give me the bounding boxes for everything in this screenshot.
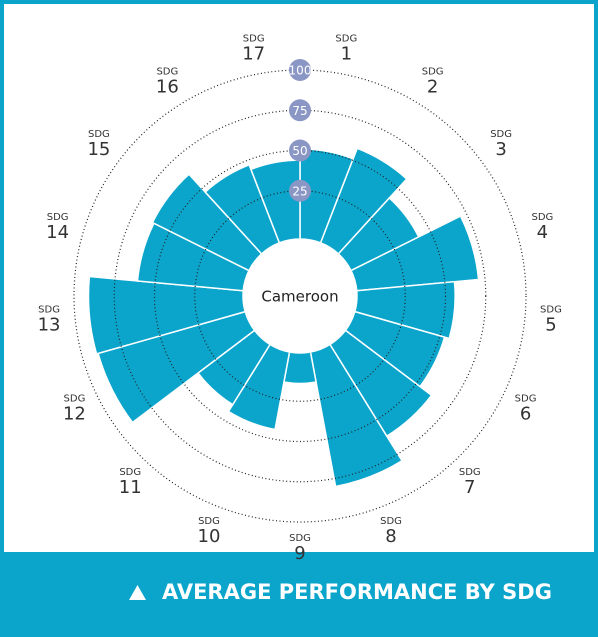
category-prefix: SDG	[335, 33, 357, 44]
category-number: 6	[520, 403, 531, 424]
category-number: 15	[87, 139, 110, 160]
footer-banner	[0, 552, 598, 637]
y-tick-label: 100	[289, 64, 312, 78]
category-number: 10	[198, 526, 221, 547]
category-number: 14	[46, 222, 69, 243]
category-number: 4	[537, 222, 548, 243]
grid-ring	[194, 190, 406, 402]
y-tick-label: 50	[292, 144, 307, 158]
rings: 25 50 75 100	[73, 59, 527, 523]
category-prefix: SDG	[64, 393, 86, 404]
category-prefix: SDG	[88, 129, 110, 140]
bars	[87, 147, 480, 488]
center-label: Cameroon	[261, 288, 338, 306]
category-prefix: SDG	[422, 67, 444, 78]
category-prefix: SDG	[531, 212, 553, 223]
category-prefix: SDG	[38, 304, 60, 315]
category-number: 13	[38, 314, 61, 335]
category-prefix: SDG	[540, 304, 562, 315]
category-number: 2	[427, 77, 438, 98]
category-number: 16	[156, 77, 179, 98]
tick-badge	[289, 179, 311, 202]
category-prefix: SDG	[380, 516, 402, 527]
category-prefix: SDG	[47, 212, 69, 223]
category-number: 7	[464, 477, 475, 498]
tick-badge	[289, 59, 311, 81]
category-prefix: SDG	[459, 467, 481, 478]
category-number: 12	[63, 403, 86, 424]
grid-ring	[113, 109, 487, 483]
footer-title: AVERAGE PERFORMANCE BY SDG	[162, 580, 552, 604]
y-tick-label: 25	[292, 184, 307, 198]
grid-ring	[153, 149, 447, 443]
center-circle	[243, 239, 357, 353]
category-prefix: SDG	[243, 33, 265, 44]
labels: SDG1SDG2SDG3SDG4SDG5SDG6SDG7SDG8SDG9SDG1…	[38, 33, 562, 564]
category-number: 5	[545, 314, 556, 335]
y-tick-label: 75	[292, 104, 307, 118]
category-number: 17	[242, 43, 265, 64]
category-prefix: SDG	[198, 516, 220, 527]
category-prefix: SDG	[490, 129, 512, 140]
tick-badge	[289, 99, 311, 122]
tick-badge	[289, 139, 311, 162]
category-number: 11	[119, 477, 142, 498]
triangle-icon	[129, 585, 146, 600]
category-number: 1	[341, 43, 352, 64]
category-prefix: SDG	[515, 393, 537, 404]
category-number: 8	[385, 526, 396, 547]
category-prefix: SDG	[156, 67, 178, 78]
category-number: 9	[294, 543, 305, 564]
category-prefix: SDG	[289, 533, 311, 544]
category-number: 3	[495, 139, 506, 160]
category-prefix: SDG	[119, 467, 141, 478]
